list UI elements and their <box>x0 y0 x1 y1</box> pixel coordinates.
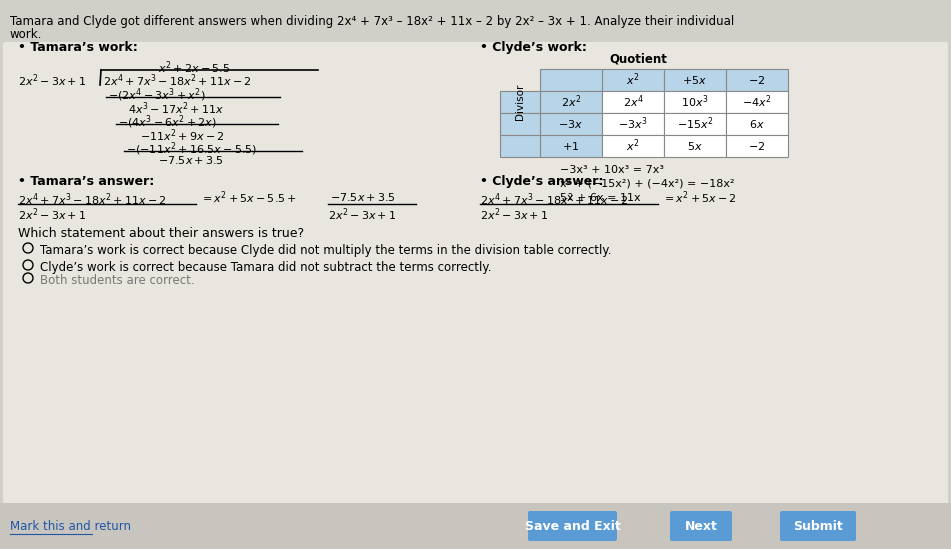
Text: • Clyde’s work:: • Clyde’s work: <box>480 41 587 54</box>
Text: $-7.5x+3.5$: $-7.5x+3.5$ <box>330 191 396 203</box>
Text: $2x^4+7x^3-18x^2+11x-2$: $2x^4+7x^3-18x^2+11x-2$ <box>18 191 166 208</box>
Text: $-3x$: $-3x$ <box>558 118 584 130</box>
Text: $-11x^2+9x-2$: $-11x^2+9x-2$ <box>140 127 224 144</box>
Text: Quotient: Quotient <box>609 53 667 66</box>
Text: $2x^4+7x^3-18x^2+11x-2$: $2x^4+7x^3-18x^2+11x-2$ <box>480 191 629 208</box>
Bar <box>726 91 788 113</box>
Bar <box>500 113 540 135</box>
Bar <box>726 113 788 135</box>
Text: work.: work. <box>10 28 43 41</box>
FancyBboxPatch shape <box>528 511 617 541</box>
Bar <box>664 69 726 91</box>
Text: $= x^2+5x-5.5+$: $= x^2+5x-5.5+$ <box>200 190 297 206</box>
Text: $2x^2-3x+1$: $2x^2-3x+1$ <box>480 206 549 222</box>
Bar <box>726 135 788 157</box>
Text: • Clyde’s answer:: • Clyde’s answer: <box>480 175 603 188</box>
FancyBboxPatch shape <box>780 511 856 541</box>
Text: $-15x^2$: $-15x^2$ <box>677 116 713 132</box>
Text: $2x^2$: $2x^2$ <box>561 94 581 110</box>
Text: $-(2x^4-3x^3+x^2)$: $-(2x^4-3x^3+x^2)$ <box>108 86 205 104</box>
Bar <box>540 135 602 157</box>
Text: $2x^2-3x+1$: $2x^2-3x+1$ <box>18 72 87 88</box>
Bar <box>0 503 951 549</box>
Text: $-2$: $-2$ <box>748 74 766 86</box>
Text: Clyde’s work is correct because Tamara did not subtract the terms correctly.: Clyde’s work is correct because Tamara d… <box>40 261 492 274</box>
Text: Save and Exit: Save and Exit <box>525 519 620 533</box>
Bar <box>664 113 726 135</box>
Text: $x^2$: $x^2$ <box>627 138 640 154</box>
Text: $+5x$: $+5x$ <box>683 74 708 86</box>
Text: $10x^3$: $10x^3$ <box>681 94 708 110</box>
FancyBboxPatch shape <box>670 511 732 541</box>
Text: $4x^3-17x^2+11x$: $4x^3-17x^2+11x$ <box>128 100 224 116</box>
Text: $x^2 + 2x - 5.5$: $x^2 + 2x - 5.5$ <box>158 59 230 76</box>
Text: $x^2$: $x^2$ <box>627 72 640 88</box>
Bar <box>602 91 664 113</box>
Text: $-(4x^3-6x^2+2x)$: $-(4x^3-6x^2+2x)$ <box>118 113 217 131</box>
Bar <box>500 91 540 113</box>
Text: Next: Next <box>685 519 717 533</box>
Text: −3x³ + 10x³ = 7x³: −3x³ + 10x³ = 7x³ <box>560 165 664 175</box>
Text: Divisor: Divisor <box>515 84 525 120</box>
Text: $+1$: $+1$ <box>562 140 580 152</box>
Bar <box>540 91 602 113</box>
Text: $= x^2+5x-2$: $= x^2+5x-2$ <box>662 190 737 206</box>
Text: $6x$: $6x$ <box>749 118 765 130</box>
Text: • Tamara’s work:: • Tamara’s work: <box>18 41 138 54</box>
Bar <box>664 91 726 113</box>
Text: Both students are correct.: Both students are correct. <box>40 274 195 287</box>
Text: Submit: Submit <box>793 519 843 533</box>
Text: • Tamara’s answer:: • Tamara’s answer: <box>18 175 154 188</box>
Text: $-2$: $-2$ <box>748 140 766 152</box>
Bar <box>540 69 602 91</box>
Bar <box>602 113 664 135</box>
Bar <box>664 135 726 157</box>
Bar <box>602 135 664 157</box>
Text: $-3x^3$: $-3x^3$ <box>618 116 648 132</box>
Text: $-(-11x^2+16.5x-5.5)$: $-(-11x^2+16.5x-5.5)$ <box>126 140 258 158</box>
Bar <box>540 113 602 135</box>
Text: Tamara and Clyde got different answers when dividing 2x⁴ + 7x³ – 18x² + 11x – 2 : Tamara and Clyde got different answers w… <box>10 15 734 28</box>
Bar <box>500 135 540 157</box>
Text: 5x + 6x = 11x: 5x + 6x = 11x <box>560 193 641 203</box>
Bar <box>602 69 664 91</box>
Text: Which statement about their answers is true?: Which statement about their answers is t… <box>18 227 304 240</box>
FancyBboxPatch shape <box>3 42 948 506</box>
Text: $2x^4+7x^3-18x^2+11x-2$: $2x^4+7x^3-18x^2+11x-2$ <box>103 72 252 88</box>
Bar <box>726 69 788 91</box>
Text: x² + (−15x²) + (−4x²) = −18x²: x² + (−15x²) + (−4x²) = −18x² <box>560 179 734 189</box>
Text: $-7.5x+3.5$: $-7.5x+3.5$ <box>158 154 223 166</box>
Text: $-4x^2$: $-4x^2$ <box>742 94 772 110</box>
Text: $2x^2-3x+1$: $2x^2-3x+1$ <box>18 206 87 222</box>
Text: $2x^2-3x+1$: $2x^2-3x+1$ <box>328 206 397 222</box>
Text: $2x^4$: $2x^4$ <box>623 94 643 110</box>
Text: $5x$: $5x$ <box>688 140 703 152</box>
Text: Tamara’s work is correct because Clyde did not multiply the terms in the divisio: Tamara’s work is correct because Clyde d… <box>40 244 611 257</box>
Text: Mark this and return: Mark this and return <box>10 519 131 533</box>
